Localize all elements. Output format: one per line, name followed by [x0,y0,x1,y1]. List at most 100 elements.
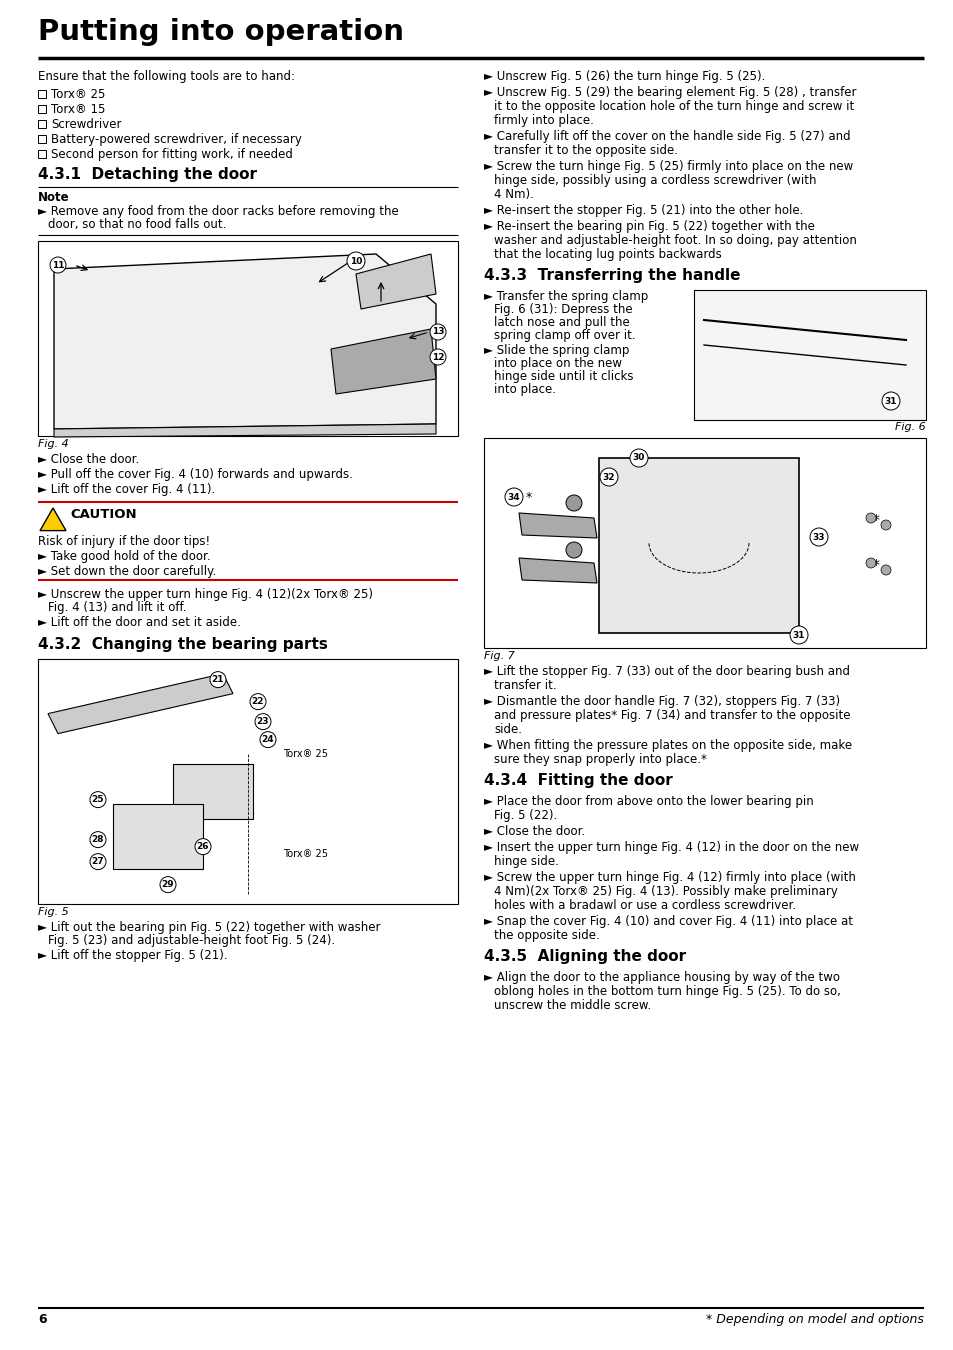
Text: *: * [872,558,879,572]
Text: 10: 10 [350,256,362,266]
Text: ► Unscrew Fig. 5 (29) the bearing element Fig. 5 (28) , transfer: ► Unscrew Fig. 5 (29) the bearing elemen… [483,86,856,99]
Text: *: * [525,491,532,504]
Bar [483,437,925,648]
Text: ► Slide the spring clamp: ► Slide the spring clamp [483,344,629,356]
Text: ► Screw the turn hinge Fig. 5 (25) firmly into place on the new: ► Screw the turn hinge Fig. 5 (25) firml… [483,161,852,173]
Text: ► Pull off the cover Fig. 4 (10) forwards and upwards.: ► Pull off the cover Fig. 4 (10) forward… [38,468,353,481]
Text: Torx® 25: Torx® 25 [51,88,105,101]
Text: Fig. 7: Fig. 7 [483,651,515,661]
Polygon shape [331,329,436,394]
Text: ► Screw the upper turn hinge Fig. 4 (12) firmly into place (with: ► Screw the upper turn hinge Fig. 4 (12)… [483,871,855,884]
Circle shape [50,256,66,273]
Text: ► Lift out the bearing pin Fig. 5 (22) together with washer: ► Lift out the bearing pin Fig. 5 (22) t… [38,921,380,934]
Text: 4 Nm)(2x Torx® 25) Fig. 4 (13). Possibly make preliminary: 4 Nm)(2x Torx® 25) Fig. 4 (13). Possibly… [494,886,837,898]
Circle shape [430,324,446,340]
Text: side.: side. [494,724,521,736]
Bar [38,659,457,903]
Text: 27: 27 [91,857,104,867]
Text: 33: 33 [812,532,824,541]
Circle shape [260,732,275,748]
Text: CAUTION: CAUTION [70,508,136,521]
Text: 29: 29 [161,880,174,890]
Text: 4.3.2  Changing the bearing parts: 4.3.2 Changing the bearing parts [38,637,328,652]
Bar [38,150,46,158]
Text: 28: 28 [91,836,104,844]
Circle shape [565,541,581,558]
Polygon shape [40,508,66,531]
Polygon shape [355,254,436,309]
Text: ► Re-insert the stopper Fig. 5 (21) into the other hole.: ► Re-insert the stopper Fig. 5 (21) into… [483,204,802,217]
Bar [38,120,46,128]
Text: ► Place the door from above onto the lower bearing pin: ► Place the door from above onto the low… [483,795,813,809]
Text: transfer it to the opposite side.: transfer it to the opposite side. [494,144,678,157]
Circle shape [809,528,827,545]
Text: ► Remove any food from the door racks before removing the: ► Remove any food from the door racks be… [38,205,398,217]
Text: Second person for fitting work, if needed: Second person for fitting work, if neede… [51,148,293,161]
Circle shape [865,558,875,568]
Text: Battery-powered screwdriver, if necessary: Battery-powered screwdriver, if necessar… [51,134,301,146]
Text: ► Lift off the cover Fig. 4 (11).: ► Lift off the cover Fig. 4 (11). [38,483,215,495]
Text: ► Lift the stopper Fig. 7 (33) out of the door bearing bush and: ► Lift the stopper Fig. 7 (33) out of th… [483,666,849,678]
Text: 26: 26 [196,842,209,850]
Text: spring clamp off over it.: spring clamp off over it. [494,329,635,342]
Text: 4.3.4  Fitting the door: 4.3.4 Fitting the door [483,774,672,788]
Text: 21: 21 [212,675,224,684]
Text: ► Dismantle the door handle Fig. 7 (32), stoppers Fig. 7 (33): ► Dismantle the door handle Fig. 7 (32),… [483,695,840,707]
Text: ► Lift off the door and set it aside.: ► Lift off the door and set it aside. [38,616,240,629]
Text: hinge side.: hinge side. [494,855,558,868]
Circle shape [90,853,106,869]
Text: 12: 12 [432,352,444,362]
Text: 32: 32 [602,472,615,482]
Text: 22: 22 [252,697,264,706]
Text: ► Align the door to the appliance housing by way of the two: ► Align the door to the appliance housin… [483,971,840,984]
Text: it to the opposite location hole of the turn hinge and screw it: it to the opposite location hole of the … [494,100,853,113]
Text: Putting into operation: Putting into operation [38,18,403,46]
Text: 11: 11 [51,261,64,270]
Text: Fig. 5 (22).: Fig. 5 (22). [494,809,557,822]
Text: Torx® 25: Torx® 25 [283,749,328,759]
Text: door, so that no food falls out.: door, so that no food falls out. [48,217,226,231]
Text: unscrew the middle screw.: unscrew the middle screw. [494,999,651,1012]
Text: 4 Nm).: 4 Nm). [494,188,534,201]
Text: ► Carefully lift off the cover on the handle side Fig. 5 (27) and: ► Carefully lift off the cover on the ha… [483,130,850,143]
Text: Fig. 6 (31): Depress the: Fig. 6 (31): Depress the [494,302,632,316]
Text: * Depending on model and options: * Depending on model and options [705,1314,923,1326]
Bar [598,458,799,633]
Bar [38,242,457,436]
Circle shape [194,838,211,855]
Text: into place.: into place. [494,383,556,396]
Text: Torx® 15: Torx® 15 [51,103,105,116]
Text: 23: 23 [256,717,269,726]
Circle shape [504,487,522,506]
Text: ► Take good hold of the door.: ► Take good hold of the door. [38,549,211,563]
Text: Fig. 6: Fig. 6 [894,423,925,432]
Text: hinge side, possibly using a cordless screwdriver (with: hinge side, possibly using a cordless sc… [494,174,816,188]
Text: 6: 6 [38,1314,47,1326]
Text: *: * [872,513,879,526]
Text: Note: Note [38,190,70,204]
Circle shape [629,450,647,467]
Polygon shape [518,558,597,583]
Text: firmly into place.: firmly into place. [494,113,594,127]
Bar [172,764,253,818]
Text: Fig. 4 (13) and lift it off.: Fig. 4 (13) and lift it off. [48,601,186,614]
Text: Fig. 5: Fig. 5 [38,907,69,917]
Circle shape [789,626,807,644]
Bar [38,90,46,99]
Polygon shape [518,513,597,539]
Text: 4.3.5  Aligning the door: 4.3.5 Aligning the door [483,949,685,964]
Circle shape [880,566,890,575]
Text: Fig. 4: Fig. 4 [38,439,69,450]
Text: ► Insert the upper turn hinge Fig. 4 (12) in the door on the new: ► Insert the upper turn hinge Fig. 4 (12… [483,841,859,855]
Text: hinge side until it clicks: hinge side until it clicks [494,370,633,383]
Circle shape [599,468,618,486]
Text: ► Set down the door carefully.: ► Set down the door carefully. [38,564,216,578]
Text: 34: 34 [507,493,519,501]
Text: Fig. 5 (23) and adjustable-height foot Fig. 5 (24).: Fig. 5 (23) and adjustable-height foot F… [48,934,335,946]
Text: ► When fitting the pressure plates on the opposite side, make: ► When fitting the pressure plates on th… [483,738,851,752]
Circle shape [565,495,581,512]
Text: into place on the new: into place on the new [494,356,621,370]
Text: !: ! [50,514,57,532]
Text: ► Lift off the stopper Fig. 5 (21).: ► Lift off the stopper Fig. 5 (21). [38,949,228,961]
Polygon shape [54,424,436,437]
